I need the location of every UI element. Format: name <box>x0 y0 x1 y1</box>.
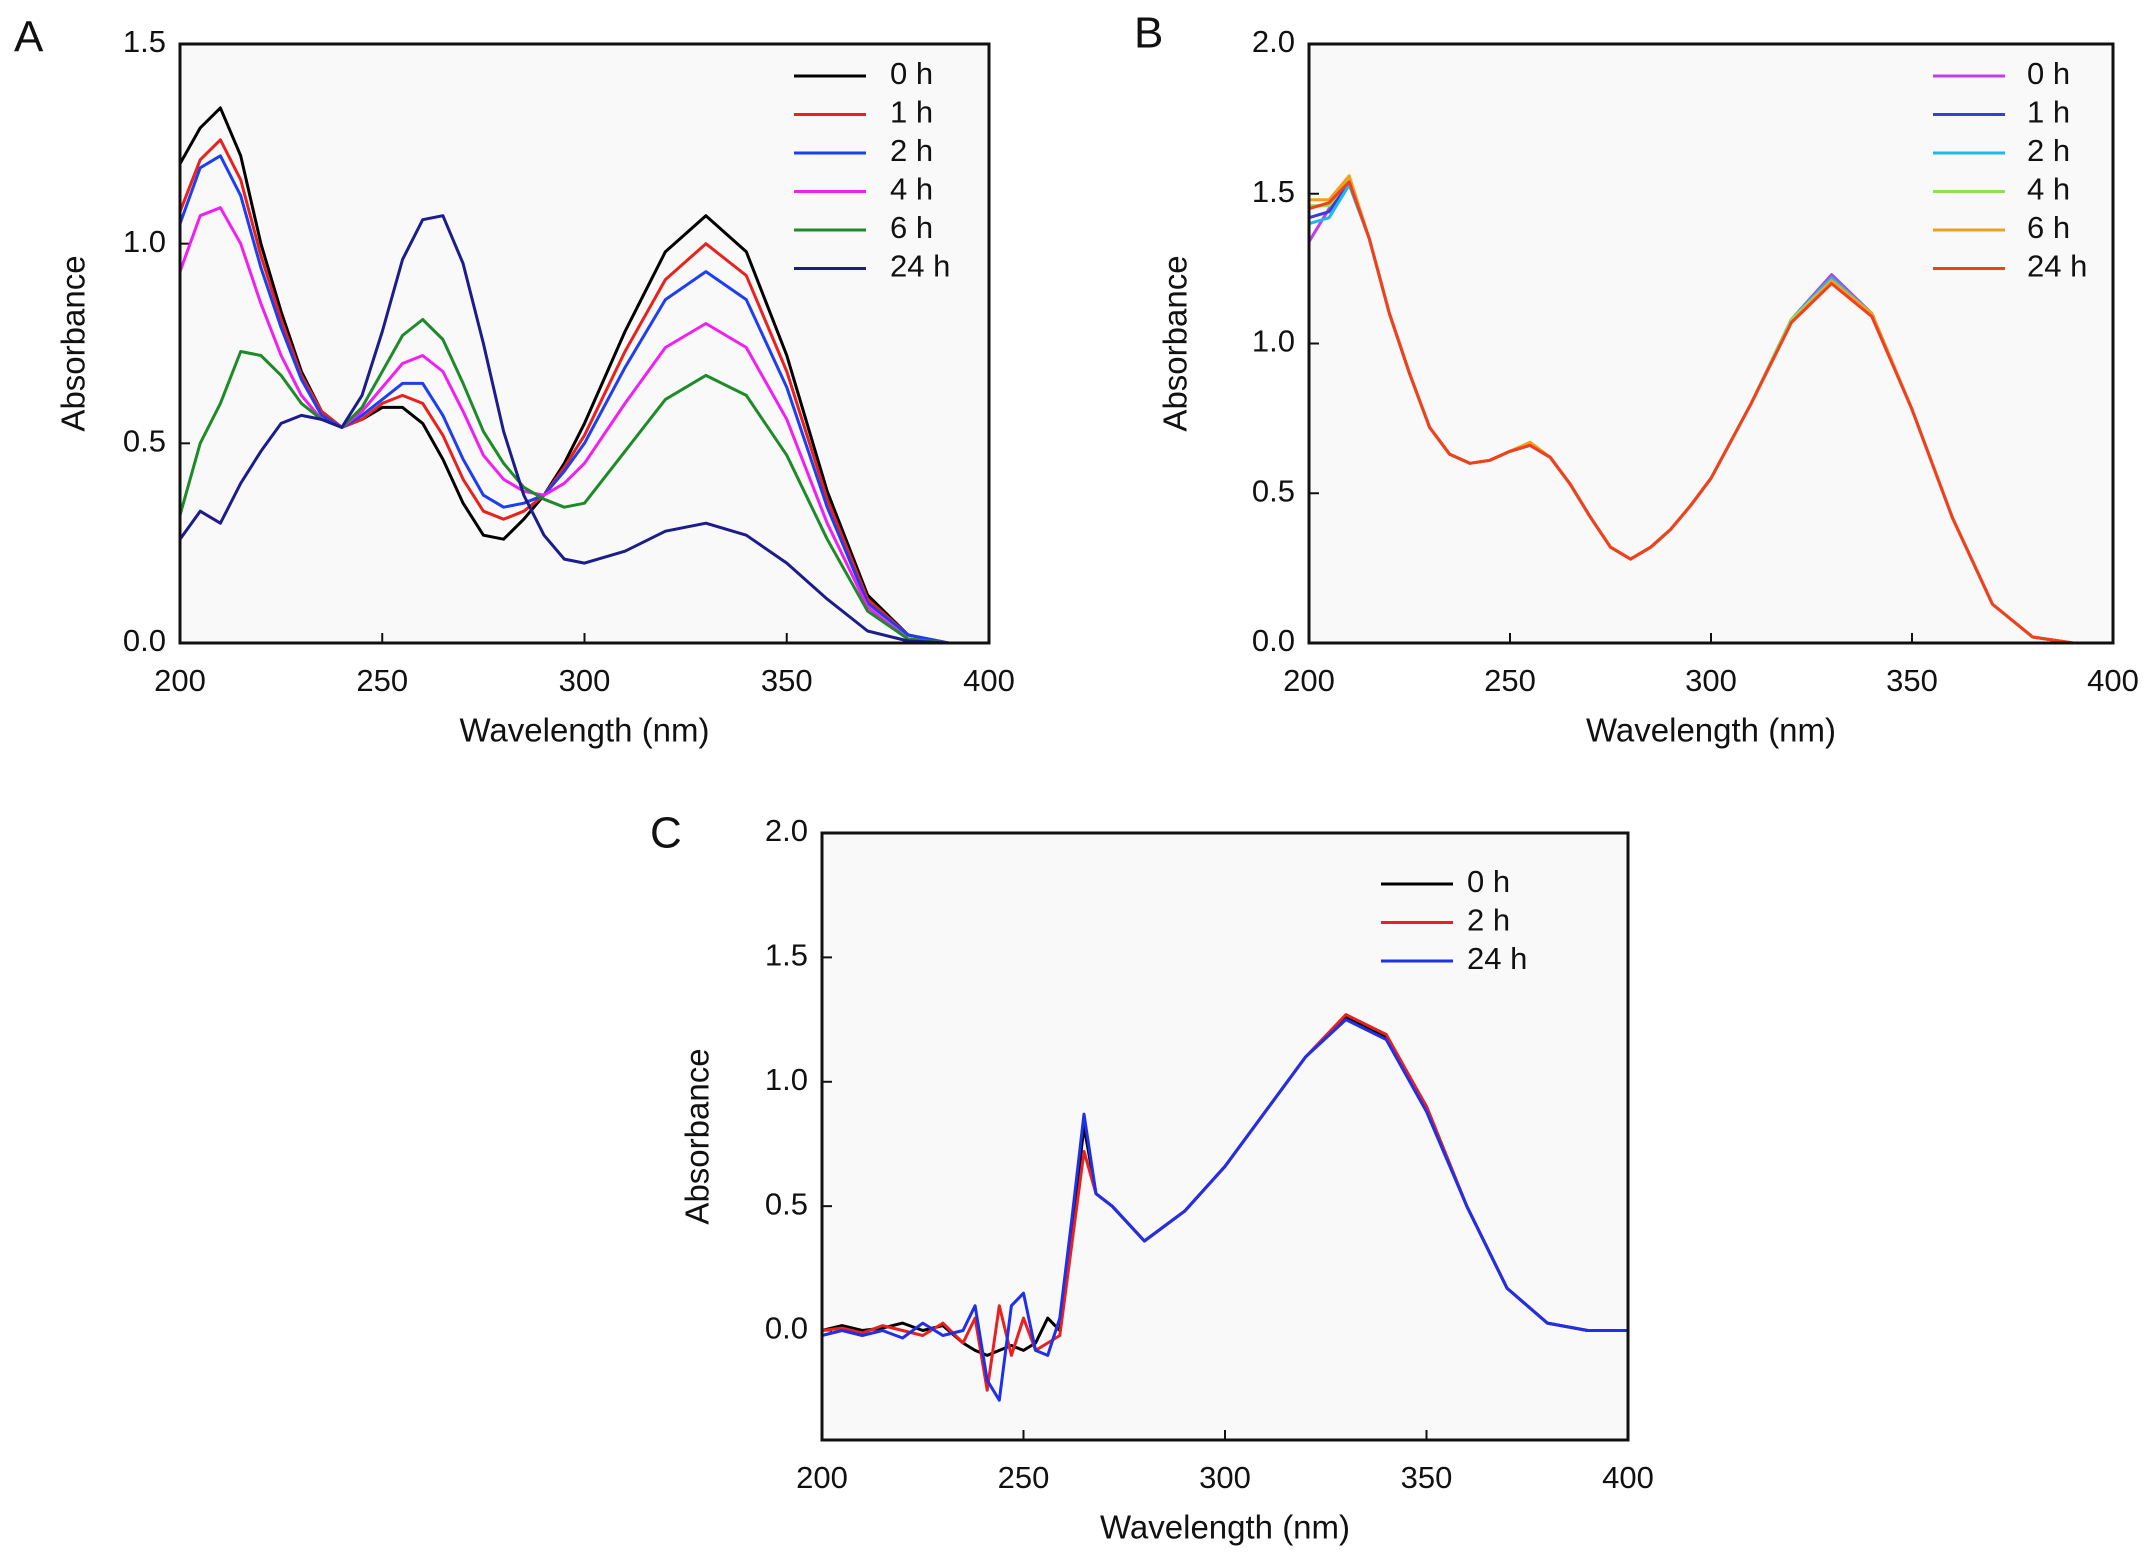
series-line <box>1308 180 2113 645</box>
y-tick-label: 0.5 <box>1252 473 1295 508</box>
legend-label: 0 h <box>2027 56 2070 91</box>
y-tick-label: 1.0 <box>123 224 166 259</box>
x-tick-label: 400 <box>1602 1460 1654 1495</box>
legend-label: 24 h <box>890 249 950 284</box>
legend-label: 24 h <box>2027 249 2087 284</box>
y-tick-label: 2.0 <box>1252 24 1295 59</box>
panel-label: C <box>650 809 682 858</box>
series-line <box>178 138 989 645</box>
series-line <box>178 206 989 645</box>
plot-frame <box>1307 42 2115 645</box>
x-axis-label: Wavelength (nm) <box>1586 712 1836 749</box>
x-axis-label: Wavelength (nm) <box>1100 1509 1350 1546</box>
plot-area <box>180 44 989 643</box>
legend-label: 1 h <box>2027 95 2070 130</box>
legend-label: 0 h <box>1467 864 1510 899</box>
series-line <box>821 1013 1628 1392</box>
y-tick-label: 1.0 <box>1252 324 1295 359</box>
x-tick-label: 200 <box>796 1460 848 1495</box>
legend-label: 0 h <box>890 56 933 91</box>
legend-label: 1 h <box>890 95 933 130</box>
plot-frame <box>820 831 1630 1442</box>
y-tick-label: 0.0 <box>765 1311 808 1346</box>
y-tick-label: 2.0 <box>765 813 808 848</box>
series-line <box>178 154 989 645</box>
panel-label: A <box>14 13 44 62</box>
legend-label: 2 h <box>1467 903 1510 938</box>
plot-area <box>1309 44 2113 643</box>
x-tick-label: 400 <box>2087 663 2139 698</box>
x-tick-label: 300 <box>559 663 611 698</box>
series-line <box>821 1018 1628 1402</box>
y-tick-label: 1.5 <box>1252 174 1295 209</box>
y-tick-label: 0.5 <box>765 1186 808 1221</box>
x-tick-label: 200 <box>1283 663 1335 698</box>
y-axis-label: Absorbance <box>679 1048 716 1224</box>
plot-frame <box>178 42 991 645</box>
y-tick-label: 1.5 <box>123 24 166 59</box>
y-tick-label: 0.0 <box>1252 623 1295 658</box>
legend-label: 24 h <box>1467 941 1527 976</box>
x-tick-label: 350 <box>1886 663 1938 698</box>
x-tick-label: 300 <box>1199 1460 1251 1495</box>
x-tick-label: 200 <box>154 663 206 698</box>
x-tick-label: 350 <box>761 663 813 698</box>
y-tick-label: 0.0 <box>123 623 166 658</box>
x-tick-label: 250 <box>1484 663 1536 698</box>
legend-label: 2 h <box>2027 133 2070 168</box>
series-line <box>178 214 989 645</box>
y-axis-label: Absorbance <box>55 255 92 431</box>
x-axis-label: Wavelength (nm) <box>459 712 709 749</box>
series-line <box>178 318 989 645</box>
y-axis-label: Absorbance <box>1157 255 1194 431</box>
legend-label: 4 h <box>890 172 933 207</box>
y-tick-label: 1.0 <box>765 1062 808 1097</box>
y-tick-label: 1.5 <box>765 938 808 973</box>
legend-label: 6 h <box>2027 210 2070 245</box>
x-tick-label: 400 <box>963 663 1015 698</box>
y-tick-label: 0.5 <box>123 424 166 459</box>
series-line <box>178 106 989 645</box>
x-tick-label: 250 <box>998 1460 1050 1495</box>
legend-label: 4 h <box>2027 172 2070 207</box>
panel-label: B <box>1134 9 1163 58</box>
x-tick-label: 300 <box>1685 663 1737 698</box>
x-tick-label: 350 <box>1401 1460 1453 1495</box>
legend-label: 2 h <box>890 133 933 168</box>
x-tick-label: 250 <box>356 663 408 698</box>
legend-label: 6 h <box>890 210 933 245</box>
